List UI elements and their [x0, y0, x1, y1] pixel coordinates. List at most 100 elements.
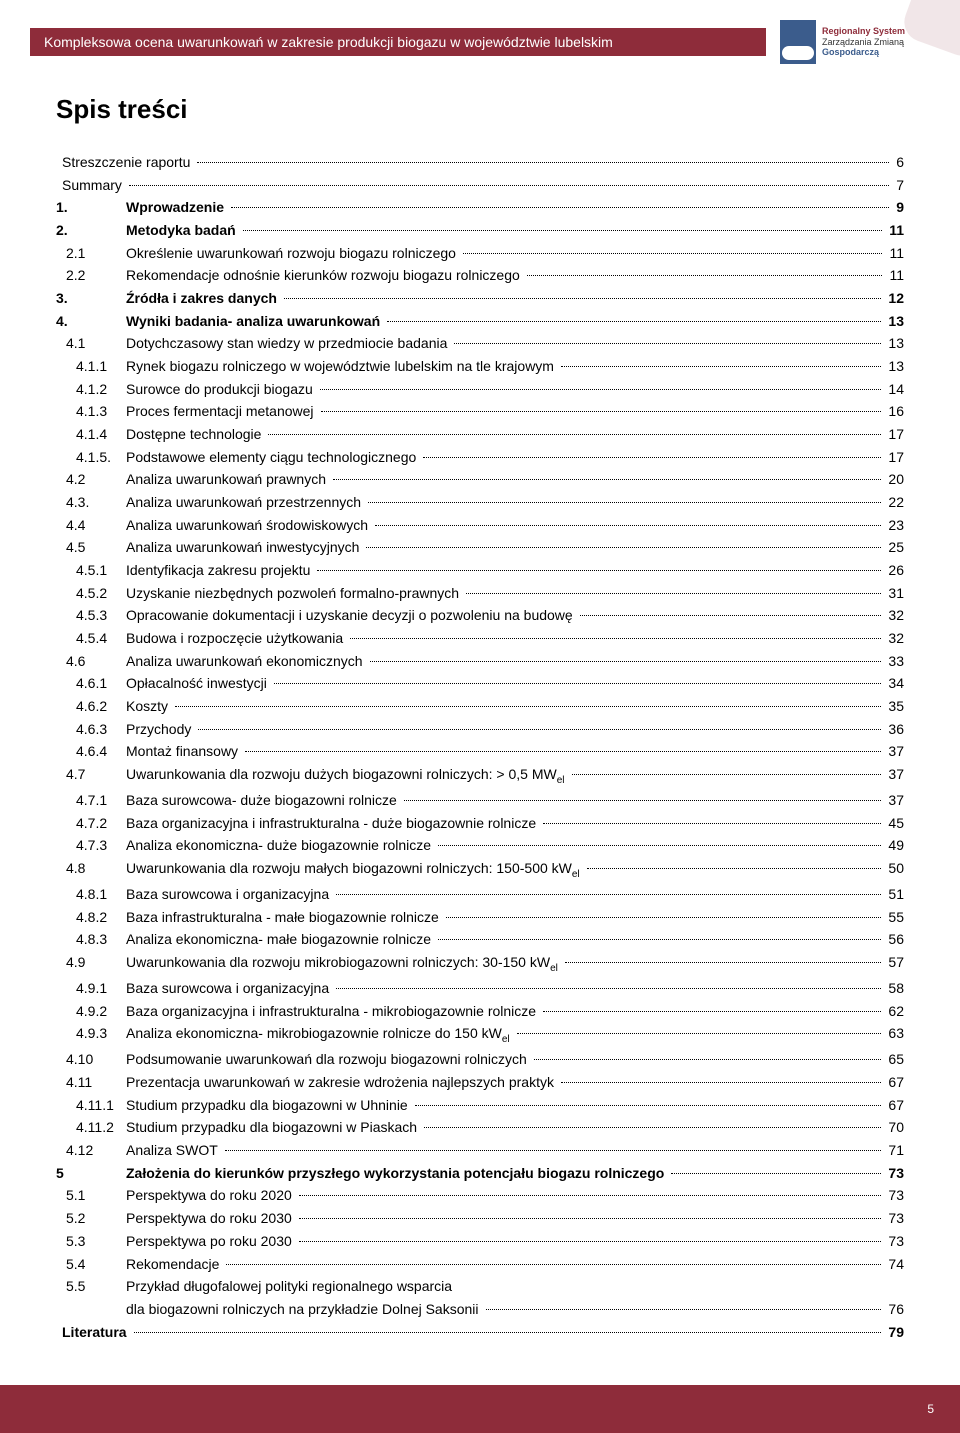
toc-row: 3.Źródła i zakres danych12 [56, 287, 904, 310]
toc-leader-dots [671, 1173, 881, 1174]
toc-label: Wyniki badania- analiza uwarunkowań [126, 310, 384, 333]
toc-number: 4.7.3 [56, 834, 126, 857]
toc-label: Uwarunkowania dla rozwoju dużych biogazo… [126, 763, 569, 789]
toc-row: 4.1.5.Podstawowe elementy ciągu technolo… [56, 446, 904, 469]
toc-number: 4.5.1 [56, 559, 126, 582]
toc-row: 4.5.3Opracowanie dokumentacji i uzyskani… [56, 604, 904, 627]
toc-row: 4.5.1Identyfikacja zakresu projektu26 [56, 559, 904, 582]
toc-number: 4.4 [56, 514, 126, 537]
toc-number: 2.1 [56, 242, 126, 265]
toc-leader-dots [243, 230, 882, 231]
toc-label: Przykład długofalowej polityki regionaln… [126, 1275, 456, 1298]
toc-label: Określenie uwarunkowań rozwoju biogazu r… [126, 242, 460, 265]
toc-leader-dots [333, 479, 881, 480]
toc-leader-dots [543, 823, 881, 824]
toc-label: Studium przypadku dla biogazowni w Uhnin… [126, 1094, 412, 1117]
toc-leader-dots [226, 1264, 881, 1265]
toc-page: 79 [884, 1321, 904, 1344]
toc-label: Perspektywa do roku 2030 [126, 1207, 296, 1230]
toc-row: 4.7.1Baza surowcowa- duże biogazowni rol… [56, 789, 904, 812]
toc-page: 26 [884, 559, 904, 582]
toc-leader-dots [561, 366, 881, 367]
toc-number: 4.5.3 [56, 604, 126, 627]
toc-leader-dots [527, 275, 883, 276]
toc-number: 2.2 [56, 264, 126, 287]
toc-leader-dots [336, 988, 881, 989]
toc-leader-dots [284, 298, 881, 299]
toc-leader-dots [404, 800, 882, 801]
toc-number: 4.10 [56, 1048, 126, 1071]
toc-leader-dots [486, 1309, 882, 1310]
toc-leader-dots [231, 207, 889, 208]
toc-label: Uzyskanie niezbędnych pozwoleń formalno-… [126, 582, 463, 605]
toc-page: 37 [884, 740, 904, 763]
toc-label: Baza infrastrukturalna - małe biogazowni… [126, 906, 443, 929]
toc-leader-dots [375, 525, 881, 526]
logo-text: Regionalny System Zarządzania Zmianą Gos… [822, 26, 905, 57]
toc-leader-dots [572, 774, 882, 775]
toc-row: 4.1.1Rynek biogazu rolniczego w wojewódz… [56, 355, 904, 378]
toc-row: Streszczenie raportu 6 [56, 151, 904, 174]
toc-list: Streszczenie raportu6Summary71.Wprowadze… [56, 151, 904, 1343]
toc-page: 7 [892, 174, 904, 197]
toc-label: Baza organizacyjna i infrastrukturalna -… [126, 812, 540, 835]
toc-leader-dots [424, 1127, 881, 1128]
toc-leader-dots [274, 683, 882, 684]
toc-number: 4.1 [56, 332, 126, 355]
toc-row: 4.4Analiza uwarunkowań środowiskowych23 [56, 514, 904, 537]
toc-number: 2. [56, 219, 126, 242]
toc-label: Streszczenie raportu [62, 151, 194, 174]
toc-page: 34 [884, 672, 904, 695]
toc-row: 4.Wyniki badania- analiza uwarunkowań13 [56, 310, 904, 333]
toc-row: 4.2Analiza uwarunkowań prawnych20 [56, 468, 904, 491]
toc-label: Prezentacja uwarunkowań w zakresie wdroż… [126, 1071, 558, 1094]
toc-page: 37 [884, 763, 904, 786]
toc-number: 4.9.3 [56, 1022, 126, 1045]
toc-number: 5 [56, 1162, 126, 1185]
toc-page: 32 [884, 627, 904, 650]
toc-number: 3. [56, 287, 126, 310]
toc-page: 73 [884, 1207, 904, 1230]
toc-number: 5.4 [56, 1253, 126, 1276]
logo-mark [780, 20, 816, 64]
toc-leader-dots [423, 457, 881, 458]
toc-label: Dotychczasowy stan wiedzy w przedmiocie … [126, 332, 451, 355]
toc-leader-dots [320, 389, 882, 390]
toc-page: 20 [884, 468, 904, 491]
toc-number: 4.5 [56, 536, 126, 559]
toc-label: Analiza uwarunkowań inwestycyjnych [126, 536, 363, 559]
toc-label: Baza surowcowa i organizacyjna [126, 977, 333, 1000]
toc-row: 4.7Uwarunkowania dla rozwoju dużych biog… [56, 763, 904, 789]
toc-row: 4.3.Analiza uwarunkowań przestrzennych22 [56, 491, 904, 514]
toc-page: 70 [884, 1116, 904, 1139]
toc-number: 4.1.3 [56, 400, 126, 423]
toc-number: 4.6.4 [56, 740, 126, 763]
toc-leader-dots [446, 917, 882, 918]
toc-page: 11 [885, 264, 904, 287]
toc-number: 5.2 [56, 1207, 126, 1230]
toc-page: 49 [884, 834, 904, 857]
toc-leader-dots [565, 962, 882, 963]
toc-number: 4.6.2 [56, 695, 126, 718]
toc-leader-dots [534, 1059, 882, 1060]
toc-page: 57 [884, 951, 904, 974]
logo-line-1: Regionalny System [822, 26, 905, 36]
toc-row: Literatura79 [56, 1321, 904, 1344]
toc-leader-dots [350, 638, 881, 639]
page-header: Kompleksowa ocena uwarunkowań w zakresie… [0, 0, 960, 66]
toc-label: Założenia do kierunków przyszłego wykorz… [126, 1162, 668, 1185]
header-title-text: Kompleksowa ocena uwarunkowań w zakresie… [44, 34, 613, 50]
toc-row: 2.1Określenie uwarunkowań rozwoju biogaz… [56, 242, 904, 265]
toc-number: 5.1 [56, 1184, 126, 1207]
toc-label: Analiza uwarunkowań prawnych [126, 468, 330, 491]
toc-number: 4.8.2 [56, 906, 126, 929]
toc-label: Wprowadzenie [126, 196, 228, 219]
toc-number: 4.7.1 [56, 789, 126, 812]
toc-row: 4.6.4Montaż finansowy37 [56, 740, 904, 763]
toc-page: 6 [892, 151, 904, 174]
logo-wave-icon [784, 48, 812, 58]
toc-row: 4.6.2Koszty35 [56, 695, 904, 718]
toc-page: 22 [884, 491, 904, 514]
toc-number: 4.11.2 [56, 1116, 126, 1139]
toc-heading: Spis treści [56, 94, 904, 125]
